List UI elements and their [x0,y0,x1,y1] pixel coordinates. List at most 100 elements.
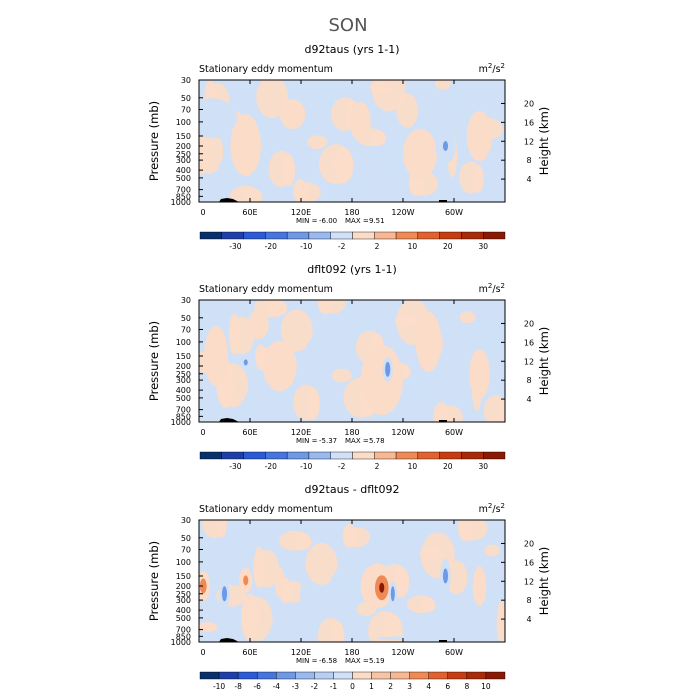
x-tick-label: 0 [200,648,205,657]
panel-title: dflt092 (yrs 1-1) [307,263,397,276]
colorbar-label: 1 [369,682,374,691]
y-tick-label: 850 [176,192,191,201]
contour-lobe [319,80,334,116]
y-tick-label: 100 [176,118,191,127]
y2-tick-label: 16 [524,118,534,127]
contour-feature [243,359,248,366]
y2-tick-label: 12 [524,137,534,146]
y-tick-label: 50 [181,314,191,323]
colorbar-box [265,451,288,460]
y-tick-label: 300 [176,156,191,165]
colorbar-label: 2 [388,682,393,691]
contour-lobe [369,81,392,94]
contour-lobe [305,337,326,368]
y-tick-label: 50 [181,534,191,543]
contour-lobe [406,370,423,415]
colorbar-box [276,671,296,680]
colorbar-box [265,231,288,240]
contour-lobe [394,314,417,327]
colorbar-box [447,671,468,680]
x-tick-label: 60E [242,648,257,657]
contour-feature [300,578,311,609]
stats-max-label: MAX = [345,437,369,445]
colorbar-box [256,671,277,680]
colorbar-label: -4 [273,682,281,691]
stats-max-value: 5.78 [369,437,385,445]
contour-lobe [293,179,308,202]
x-tick-label: 60E [242,208,257,217]
y-tick-label: 200 [176,362,191,371]
colorbar-label: -2 [311,682,319,691]
y2-tick-label: 4 [526,395,531,404]
panel-subtitle: Stationary eddy momentum [199,504,333,515]
colorbar-box [352,671,372,680]
colorbar-label: -3 [292,682,300,691]
y2-tick-label: 8 [526,596,531,605]
y-tick-label: 700 [176,186,191,195]
contour-lobe [307,135,328,150]
contour-feature [472,566,487,607]
colorbar-label: -10 [300,462,312,471]
y-tick-label: 70 [181,325,191,334]
contour-feature [493,572,503,593]
panel-units: m2/s2 [479,62,505,75]
y-tick-label: 70 [181,105,191,114]
contour-feature [442,141,449,152]
contour-lobe [485,192,505,202]
stats-max-label: MAX = [345,657,369,665]
contour-lobe [331,368,352,383]
y2-tick-label: 12 [524,577,534,586]
y2-tick-label: 20 [524,539,534,548]
figure-title: SON [328,15,367,36]
contour-feature [469,348,490,399]
colorbar-label: -20 [265,242,277,251]
y2-tick-label: 8 [526,156,531,165]
colorbar-label: 30 [478,462,488,471]
colorbar-box [461,451,484,460]
colorbar-box [243,231,266,240]
x-tick-label: 180 [344,428,359,437]
y-tick-label: 200 [176,142,191,151]
colorbar-label: -20 [265,462,277,471]
contour-feature [279,99,306,130]
contour-feature [199,98,238,139]
colorbar-box [371,671,391,680]
y-tick-label: 70 [181,545,191,554]
y-tick-label: 1000 [171,198,191,207]
colorbar-box [374,231,397,240]
stats-max-value: 9.51 [369,217,385,225]
x-tick-label: 60W [445,208,463,217]
topography [199,418,239,422]
contour-lobe [396,93,419,128]
x-tick-label: 60E [242,428,257,437]
colorbar-box [286,451,310,460]
topography [439,420,447,422]
colorbar-label: 10 [481,682,491,691]
colorbar-label: -6 [253,682,261,691]
colorbar-box [466,671,487,680]
contour-lobe [279,530,312,551]
y-tick-label: 30 [181,76,191,85]
contour-feature [204,325,228,386]
colorbar-label: -1 [330,682,338,691]
colorbar-label: -8 [234,682,242,691]
y2-tick-label: 4 [526,175,531,184]
colorbar-box [221,231,244,240]
colorbar-box [352,451,375,460]
y-tick-label: 30 [181,516,191,525]
colorbar-box [218,671,239,680]
colorbar-label: -10 [213,682,225,691]
colorbar-label: 20 [443,242,453,251]
y-tick-label: 400 [176,166,191,175]
colorbar-box [199,671,220,680]
x-tick-label: 120W [391,648,414,657]
contour-feature [360,345,403,416]
contour-feature [442,568,449,584]
panel-1: d92taus (yrs 1-1) Stationary eddy momentu… [147,43,551,251]
colorbar-box [295,671,315,680]
contour-lobe [445,354,456,377]
colorbar-box [409,671,429,680]
stats-min-label: MIN = [296,657,318,665]
colorbar-box [237,671,258,680]
